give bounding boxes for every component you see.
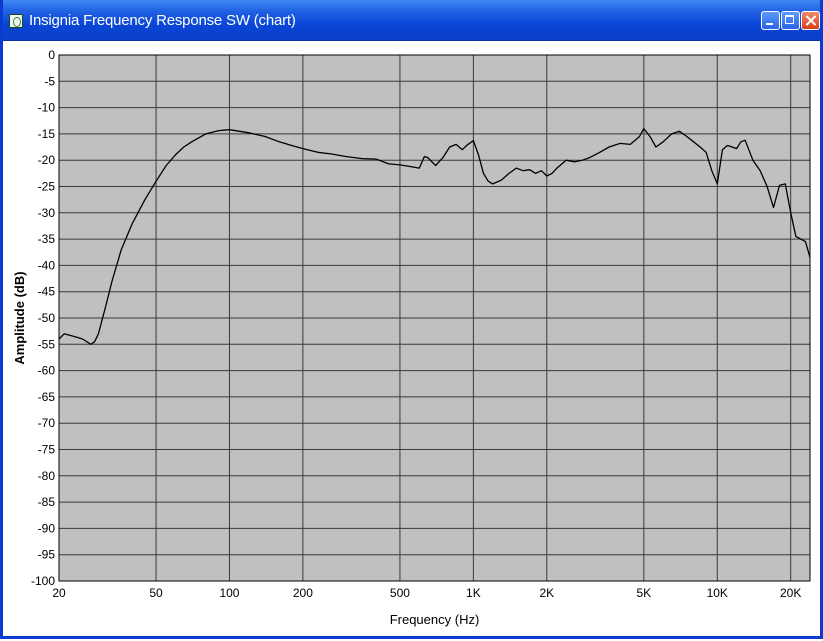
x-tick-label: 2K bbox=[539, 586, 554, 600]
y-tick-label: -100 bbox=[31, 574, 55, 588]
y-tick-label: -40 bbox=[38, 258, 56, 272]
x-tick-label: 100 bbox=[219, 586, 239, 600]
y-tick-label: 0 bbox=[48, 48, 55, 62]
chart-area: 0 -5 -10 -15 -20 -25 -30 -35 -40 -45 -50 -55 -60 -65 -… bbox=[3, 41, 820, 636]
y-tick-label: -80 bbox=[38, 469, 56, 483]
x-tick-label: 10K bbox=[707, 586, 728, 600]
x-tick-label: 200 bbox=[293, 586, 313, 600]
frequency-response-chart: 0 -5 -10 -15 -20 -25 -30 -35 -40 -45 -50 -55 -60 -65 -… bbox=[12, 48, 811, 627]
y-tick-label: -5 bbox=[44, 74, 55, 88]
y-tick-label: -50 bbox=[38, 311, 56, 325]
y-tick-label: -20 bbox=[38, 153, 56, 167]
y-tick-label: -75 bbox=[38, 443, 56, 457]
y-tick-label: -95 bbox=[38, 548, 56, 562]
x-tick-label: 20 bbox=[52, 586, 66, 600]
plot-border bbox=[58, 54, 811, 582]
y-tick-label: -70 bbox=[38, 416, 56, 430]
y-tick-label: -55 bbox=[38, 337, 56, 351]
close-button[interactable] bbox=[801, 11, 820, 30]
y-tick-label: -90 bbox=[38, 521, 56, 535]
window-title: Insignia Frequency Response SW (chart) bbox=[29, 12, 296, 29]
x-tick-label: 5K bbox=[637, 586, 652, 600]
y-axis-label: Amplitude (dB) bbox=[12, 271, 27, 364]
y-tick-label: -85 bbox=[38, 495, 56, 509]
y-tick-label: -35 bbox=[38, 232, 56, 246]
y-tick-label: -25 bbox=[38, 180, 56, 194]
y-tick-label: -15 bbox=[38, 127, 56, 141]
x-tick-label: 20K bbox=[780, 586, 801, 600]
x-tick-label: 1K bbox=[466, 586, 481, 600]
x-tick-label: 500 bbox=[390, 586, 410, 600]
maximize-button[interactable] bbox=[781, 11, 800, 30]
response-series-line bbox=[58, 127, 811, 345]
y-tick-label: -45 bbox=[38, 285, 56, 299]
x-tick-label: 50 bbox=[149, 586, 163, 600]
y-tick-label: -30 bbox=[38, 206, 56, 220]
y-tick-label: -10 bbox=[38, 101, 56, 115]
x-axis-label: Frequency (Hz) bbox=[390, 612, 480, 627]
minimize-button[interactable] bbox=[761, 11, 780, 30]
y-tick-label: -65 bbox=[38, 390, 56, 404]
title-bar[interactable]: Insignia Frequency Response SW (chart) bbox=[3, 0, 820, 41]
y-tick-label: -60 bbox=[38, 364, 56, 378]
app-icon bbox=[9, 14, 23, 28]
